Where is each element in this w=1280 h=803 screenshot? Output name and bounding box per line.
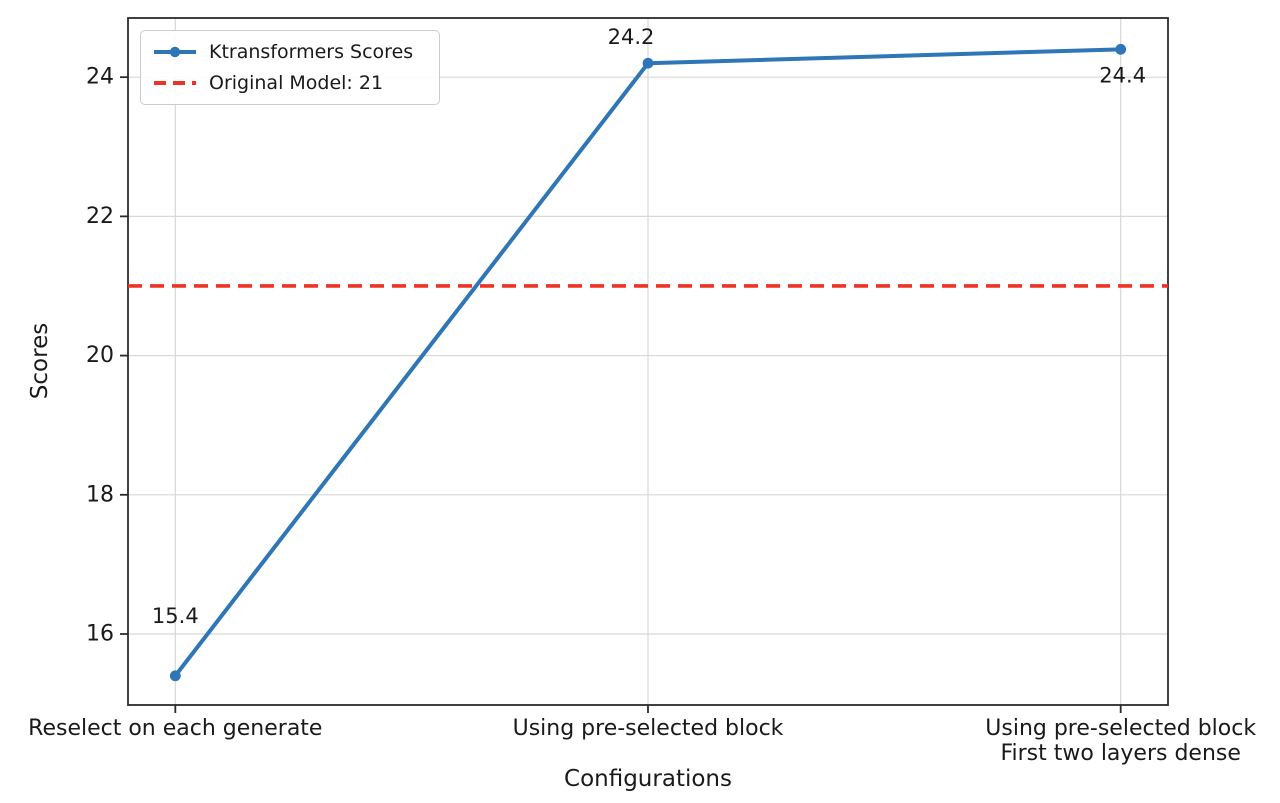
legend: Ktransformers Scores Original Model: 21 bbox=[140, 30, 440, 105]
y-tick-label: 24 bbox=[86, 65, 114, 90]
legend-solid-line-marker-icon bbox=[154, 46, 196, 58]
data-point-marker bbox=[169, 670, 181, 682]
y-tick-label: 16 bbox=[86, 622, 114, 647]
data-point-value-label: 24.2 bbox=[608, 25, 655, 49]
y-axis-label: Scores bbox=[27, 322, 53, 400]
legend-item-original-model: Original Model: 21 bbox=[153, 72, 427, 94]
data-point-marker bbox=[1115, 43, 1127, 55]
legend-label-original-model: Original Model: 21 bbox=[209, 72, 384, 94]
data-point-value-label: 15.4 bbox=[152, 604, 199, 628]
y-tick-label: 22 bbox=[86, 204, 114, 229]
x-tick-label: Using pre-selected block First two layers… bbox=[985, 716, 1256, 766]
x-tick-label: Using pre-selected block bbox=[513, 716, 784, 741]
y-tick-label: 18 bbox=[86, 482, 114, 507]
y-tick-label: 20 bbox=[86, 343, 114, 368]
legend-dashed-line-icon bbox=[154, 81, 196, 85]
x-axis-label: Configurations bbox=[564, 766, 732, 792]
legend-label-ktransformers-scores: Ktransformers Scores bbox=[209, 41, 414, 63]
data-point-marker bbox=[642, 57, 654, 69]
data-point-value-label: 24.4 bbox=[1099, 63, 1146, 87]
legend-item-ktransformers-scores: Ktransformers Scores bbox=[153, 41, 427, 63]
x-tick-label: Reselect on each generate bbox=[28, 716, 322, 741]
